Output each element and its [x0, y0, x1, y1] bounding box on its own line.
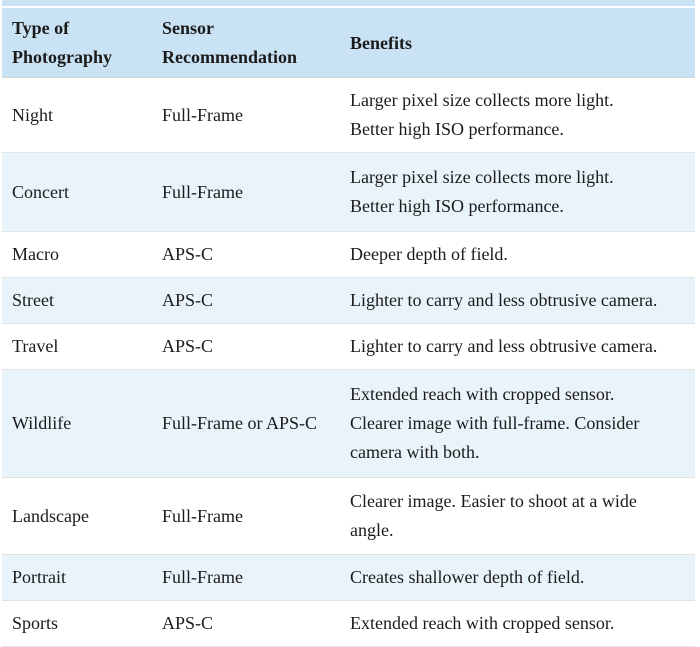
- photography-sensor-table: Type of Photography Sensor Recommendatio…: [2, 9, 695, 647]
- cell-benefits: Larger pixel size collects more light. B…: [340, 77, 695, 153]
- table-row-landscape: Landscape Full-Frame Clearer image. Easi…: [2, 477, 695, 555]
- cell-benefits: Deeper depth of field.: [340, 231, 695, 278]
- cell-photography-type: Street: [2, 277, 152, 324]
- cell-sensor-recommendation: Full-Frame: [152, 477, 340, 555]
- cell-photography-type: Macro: [2, 231, 152, 278]
- table-top-strip: [2, 0, 695, 9]
- column-header-sensor-recommendation: Sensor Recommendation: [152, 9, 340, 78]
- column-header-benefits: Benefits: [340, 9, 695, 78]
- cell-benefits: Extended reach with cropped sensor.: [340, 600, 695, 647]
- cell-benefits: Larger pixel size collects more light. B…: [340, 152, 695, 232]
- table-row-macro: Macro APS-C Deeper depth of field.: [2, 231, 695, 278]
- cell-benefits: Clearer image. Easier to shoot at a wide…: [340, 477, 695, 555]
- cell-benefits: Lighter to carry and less obtrusive came…: [340, 277, 695, 324]
- cell-sensor-recommendation: Full-Frame or APS-C: [152, 369, 340, 478]
- top-strip-divider: [2, 6, 695, 8]
- table-row-wildlife: Wildlife Full-Frame or APS-C Extended re…: [2, 369, 695, 478]
- cell-sensor-recommendation: APS-C: [152, 600, 340, 647]
- table-row-concert: Concert Full-Frame Larger pixel size col…: [2, 152, 695, 232]
- table-row-sports: Sports APS-C Extended reach with cropped…: [2, 600, 695, 647]
- header-row: Type of Photography Sensor Recommendatio…: [2, 9, 695, 78]
- table-row-portrait: Portrait Full-Frame Creates shallower de…: [2, 554, 695, 601]
- cell-sensor-recommendation: Full-Frame: [152, 77, 340, 153]
- cell-photography-type: Wildlife: [2, 369, 152, 478]
- cell-benefits: Lighter to carry and less obtrusive came…: [340, 323, 695, 370]
- cell-photography-type: Concert: [2, 152, 152, 232]
- cell-benefits: Creates shallower depth of field.: [340, 554, 695, 601]
- table-row-street: Street APS-C Lighter to carry and less o…: [2, 277, 695, 324]
- cell-sensor-recommendation: APS-C: [152, 231, 340, 278]
- table-row-night: Night Full-Frame Larger pixel size colle…: [2, 77, 695, 153]
- cell-benefits: Extended reach with cropped sensor. Clea…: [340, 369, 695, 478]
- cell-sensor-recommendation: APS-C: [152, 277, 340, 324]
- cell-photography-type: Landscape: [2, 477, 152, 555]
- cell-photography-type: Sports: [2, 600, 152, 647]
- cell-photography-type: Night: [2, 77, 152, 153]
- cell-sensor-recommendation: APS-C: [152, 323, 340, 370]
- cell-sensor-recommendation: Full-Frame: [152, 152, 340, 232]
- table-row-travel: Travel APS-C Lighter to carry and less o…: [2, 323, 695, 370]
- cell-sensor-recommendation: Full-Frame: [152, 554, 340, 601]
- column-header-type-of-photography: Type of Photography: [2, 9, 152, 78]
- cell-photography-type: Portrait: [2, 554, 152, 601]
- cell-photography-type: Travel: [2, 323, 152, 370]
